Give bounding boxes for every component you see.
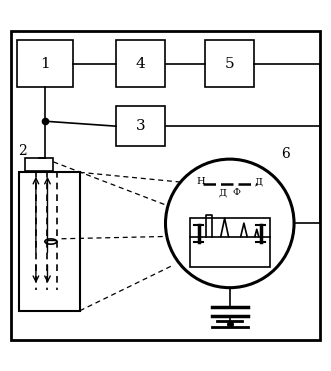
Text: 3: 3 — [136, 119, 146, 133]
Circle shape — [166, 159, 294, 288]
Text: 4: 4 — [136, 56, 146, 70]
Text: 1: 1 — [40, 56, 50, 70]
Bar — [190, 218, 270, 267]
Text: 5: 5 — [225, 56, 235, 70]
Text: Д: Д — [255, 177, 263, 186]
Text: 6: 6 — [281, 147, 290, 161]
Bar — [205, 40, 255, 86]
Polygon shape — [45, 239, 57, 244]
Bar — [116, 40, 166, 86]
Bar — [17, 40, 73, 86]
Bar — [25, 158, 53, 171]
Bar — [19, 172, 80, 311]
Text: Д: Д — [218, 188, 226, 197]
Text: Ф: Ф — [233, 188, 241, 197]
Text: 2: 2 — [18, 144, 26, 158]
Text: Н: Н — [197, 177, 205, 186]
Bar — [116, 106, 166, 146]
